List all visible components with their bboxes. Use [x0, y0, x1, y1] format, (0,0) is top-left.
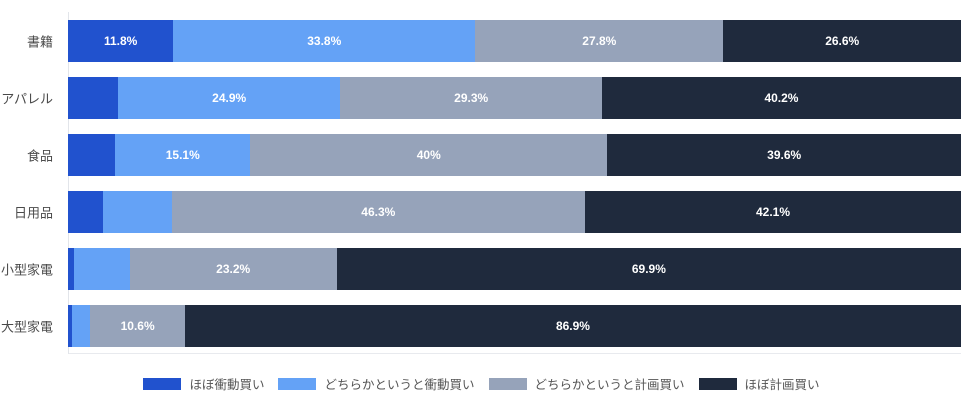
segment-value-label: 69.9% — [631, 262, 666, 276]
stacked-bar: 10.6% 86.9% — [68, 305, 961, 347]
segment-value-label: 39.6% — [767, 148, 802, 162]
legend-item: ほぼ衝動買い — [143, 374, 264, 393]
bar-segment: 26.6% — [723, 20, 961, 62]
segment-value-label: 15.1% — [165, 148, 200, 162]
bar-row: 大型家電 10.6% 86.9% — [1, 305, 961, 347]
segment-value-label: 40.2% — [764, 91, 799, 105]
legend-item: ほぼ計画買い — [698, 374, 820, 393]
bar-segment: 24.9% — [118, 77, 341, 119]
legend-label: どちらかというと衝動買い — [324, 378, 475, 392]
bar-row: 小型家電 23.2% 69.9% — [1, 248, 961, 290]
segment-value-label: 26.6% — [825, 34, 860, 48]
bar-segment: 69.9% — [336, 248, 961, 290]
bar-segment — [74, 248, 130, 290]
segment-value-label: 29.3% — [454, 91, 489, 105]
bar-segment: 29.3% — [340, 77, 602, 119]
bar-segment: 33.8% — [173, 20, 476, 62]
legend-swatch — [143, 377, 182, 390]
stacked-bar: 15.1% 40% 39.6% — [68, 134, 961, 176]
bar-row: 書籍 11.8% 33.8% 27.8% 26.6% — [27, 20, 961, 62]
segment-value-label: 46.3% — [361, 205, 396, 219]
chart-legend: ほぼ衝動買い どちらかというと衝動買い どちらかというと計画買い ほぼ計画買い — [0, 374, 963, 393]
bar-segment: 40% — [250, 134, 608, 176]
segment-value-label: 11.8% — [103, 34, 138, 48]
segment-value-label: 86.9% — [555, 319, 590, 333]
category-label: 小型家電 — [0, 262, 53, 278]
bar-segment — [68, 77, 118, 119]
y-axis-line — [68, 12, 69, 354]
stacked-bar: 46.3% 42.1% — [68, 191, 961, 233]
legend-swatch — [488, 377, 527, 390]
bar-row: アパレル 24.9% 29.3% 40.2% — [1, 77, 961, 119]
stacked-bar: 24.9% 29.3% 40.2% — [68, 77, 961, 119]
bar-segment — [102, 191, 172, 233]
bar-segment: 11.8% — [68, 20, 174, 62]
segment-value-label: 42.1% — [755, 205, 790, 219]
segment-value-label: 10.6% — [120, 319, 155, 333]
segment-value-label: 23.2% — [216, 262, 251, 276]
bar-segment — [71, 305, 91, 347]
bar-segment: 40.2% — [601, 77, 961, 119]
bar-segment — [68, 191, 103, 233]
legend-swatch — [698, 377, 737, 390]
legend-label: ほぼ衝動買い — [189, 378, 265, 392]
segment-value-label: 33.8% — [307, 34, 342, 48]
bar-segment: 27.8% — [475, 20, 724, 62]
segment-value-label: 40% — [416, 148, 441, 162]
stacked-bar: 23.2% 69.9% — [68, 248, 961, 290]
category-label: 日用品 — [13, 205, 53, 221]
legend-item: どちらかというと衝動買い — [278, 374, 475, 393]
category-label: 書籍 — [26, 34, 53, 50]
bar-row: 日用品 46.3% 42.1% — [14, 191, 961, 233]
bar-segment — [68, 248, 75, 290]
legend-label: ほぼ計画買い — [744, 378, 820, 392]
bar-segment: 46.3% — [171, 191, 586, 233]
segment-value-label: 27.8% — [582, 34, 617, 48]
bar-segment: 15.1% — [115, 134, 251, 176]
legend-item: どちらかというと計画買い — [488, 374, 685, 393]
bar-segment — [68, 134, 116, 176]
bar-rows: 書籍 11.8% 33.8% 27.8% 26.6% アパレル 24.9% 29.3% 40.2… — [1, 12, 961, 354]
category-label: 大型家電 — [0, 319, 53, 335]
legend-label: どちらかというと計画買い — [534, 378, 685, 392]
bar-segment: 10.6% — [90, 305, 185, 347]
bar-segment: 39.6% — [607, 134, 961, 176]
legend-swatch — [278, 377, 317, 390]
bar-row: 食品 15.1% 40% 39.6% — [27, 134, 961, 176]
stacked-bar: 11.8% 33.8% 27.8% 26.6% — [68, 20, 961, 62]
segment-value-label: 24.9% — [212, 91, 247, 105]
category-label: 食品 — [26, 148, 53, 164]
category-label: アパレル — [1, 91, 53, 107]
bar-segment — [68, 305, 72, 347]
bar-segment: 86.9% — [184, 305, 961, 347]
bar-segment: 42.1% — [585, 191, 961, 233]
bar-segment: 23.2% — [129, 248, 337, 290]
plot-area: 書籍 11.8% 33.8% 27.8% 26.6% アパレル 24.9% 29.3% 40.2… — [0, 12, 963, 354]
